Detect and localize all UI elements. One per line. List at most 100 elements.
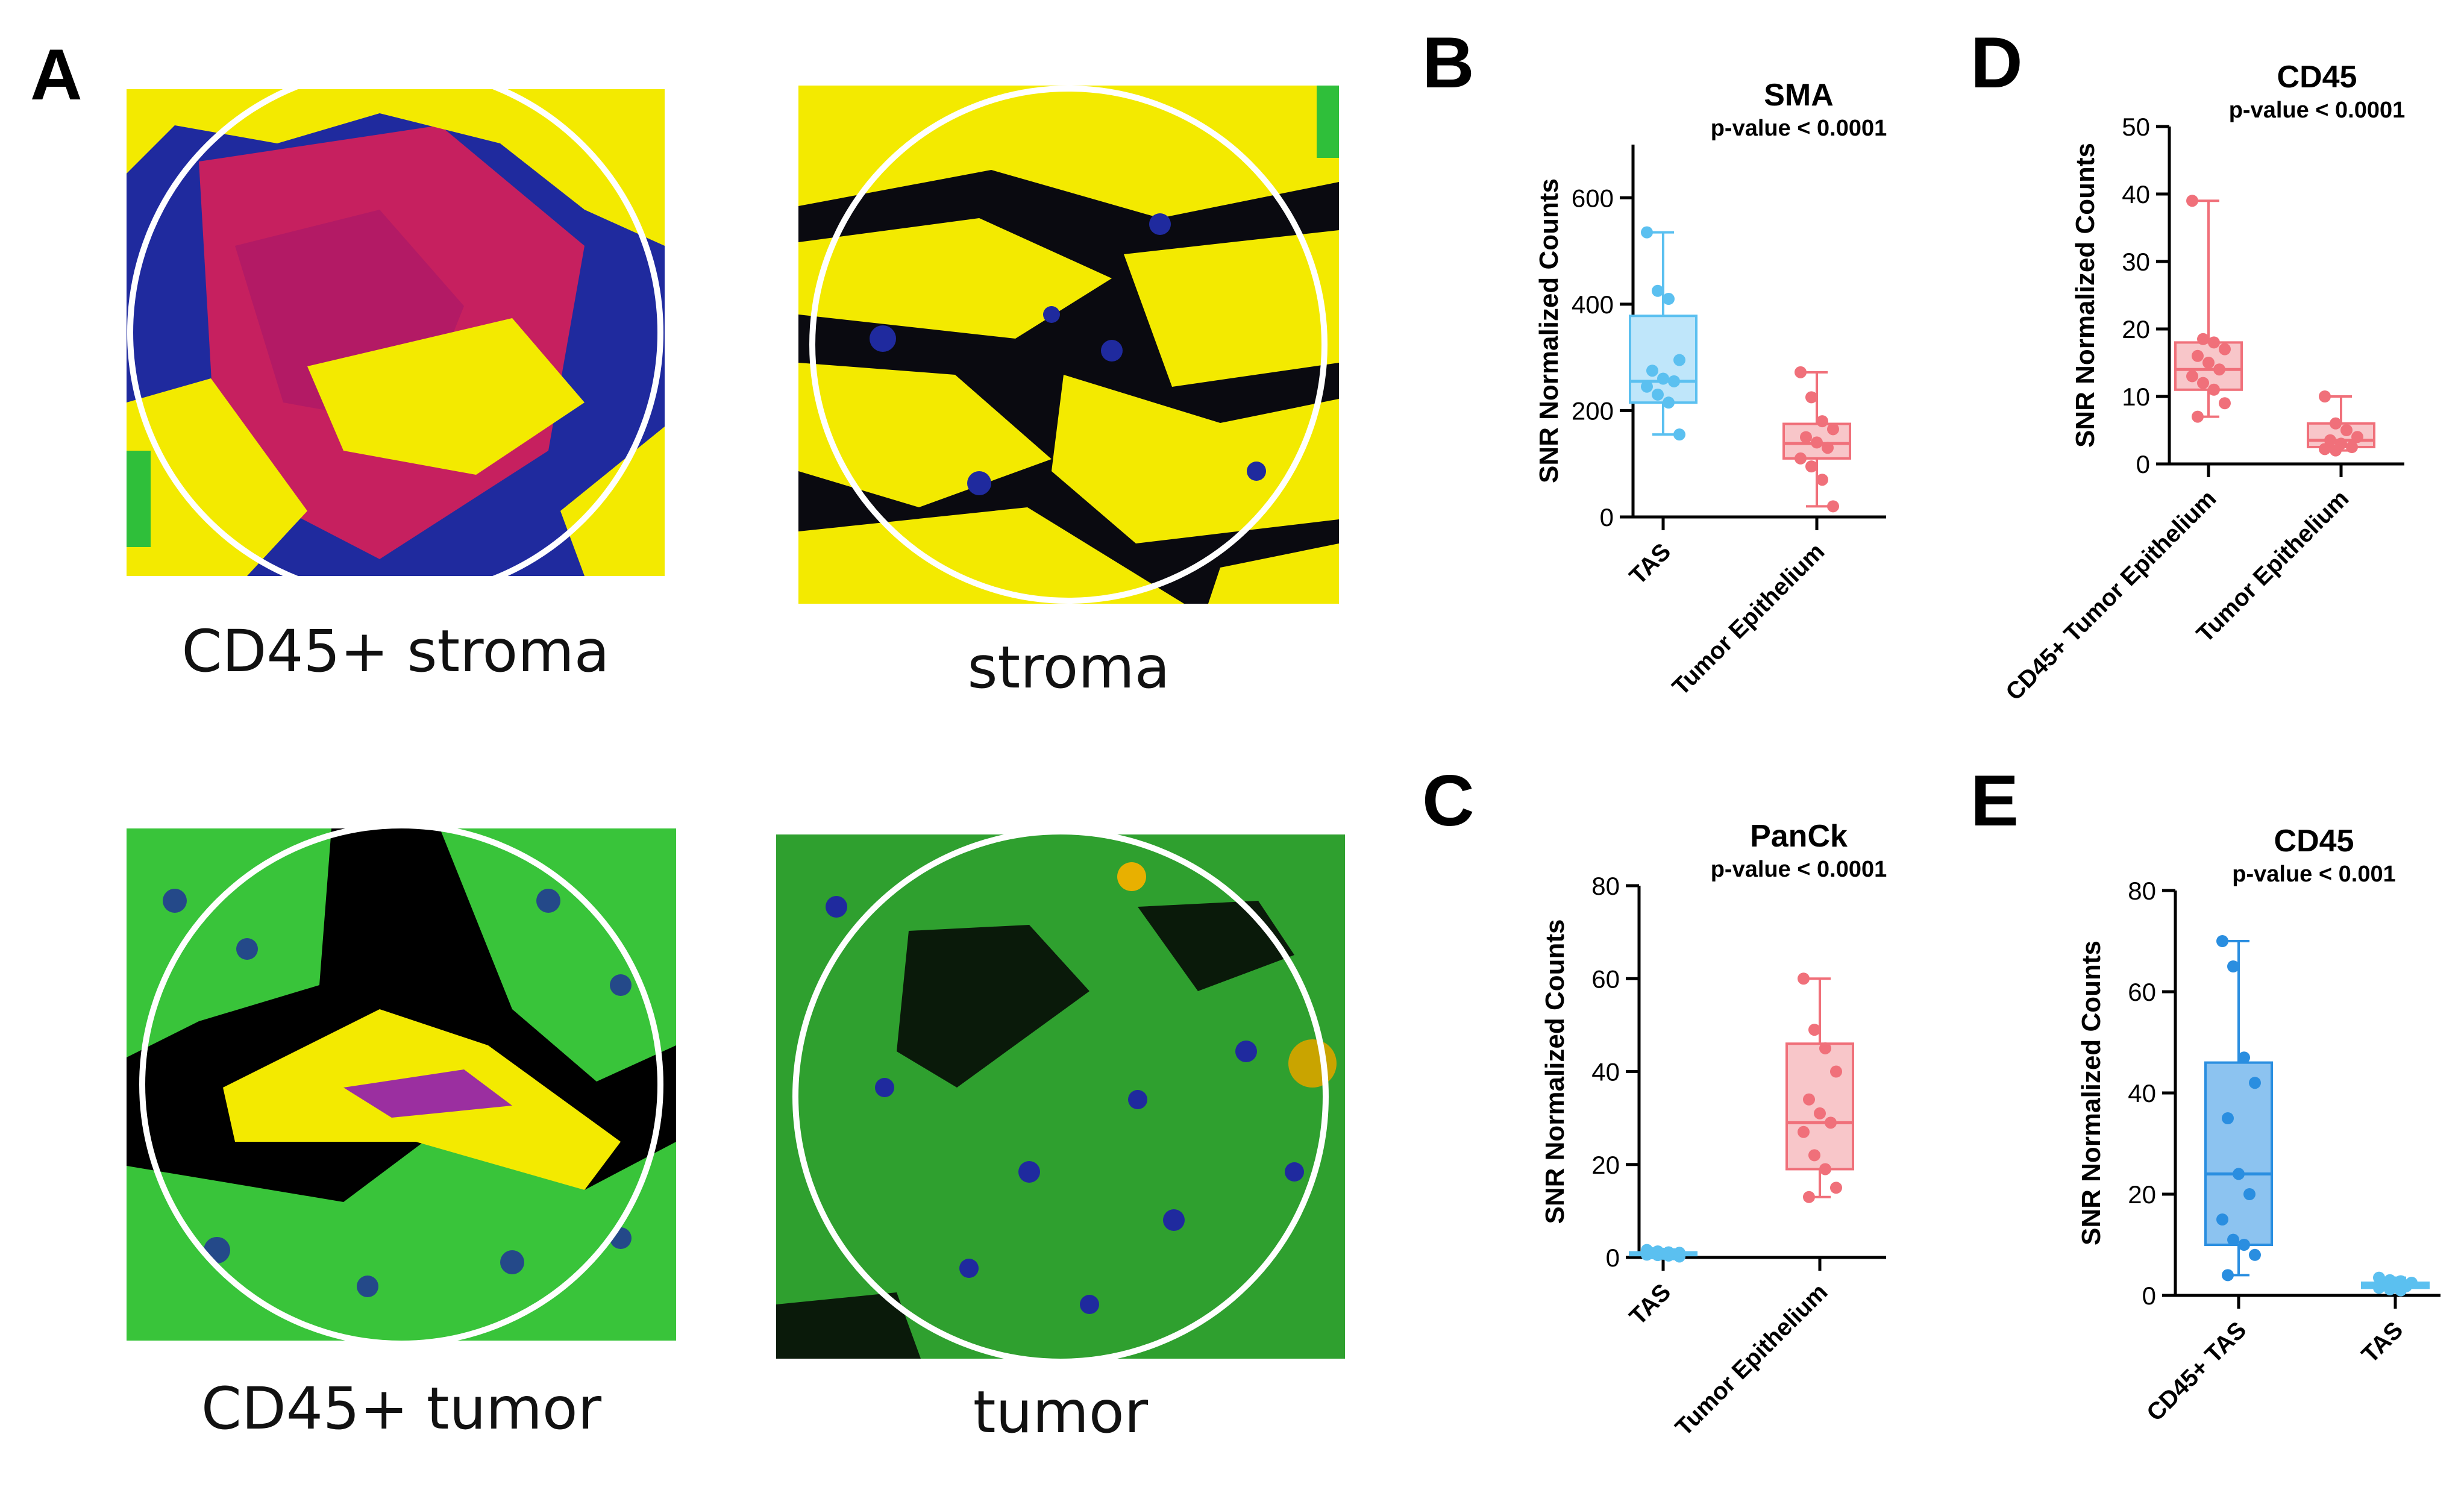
x-tick-label: CD45+ Tumor Epithelium [2001,485,2221,706]
y-tick-label: 40 [2122,180,2150,208]
data-point [1816,474,1828,486]
box-tas: TAS [1625,226,1698,590]
data-point [2351,431,2363,443]
data-point [2197,377,2209,389]
data-point [2208,336,2220,349]
y-tick-label: 10 [2122,383,2150,411]
data-point [2249,1077,2261,1089]
data-point [1814,1107,1826,1119]
y-tick-label: 20 [2122,315,2150,343]
box-iqr [1785,1042,1854,1171]
micrograph-cd45-tumor-art [127,828,676,1341]
y-tick-label: 0 [1600,503,1614,531]
data-point [1652,388,1664,401]
y-tick-label: 40 [1591,1058,1620,1086]
data-point [1668,375,1680,387]
data-point [1803,1093,1815,1106]
data-point [2395,1284,2407,1297]
chart-panel-e: E CD45 p-value < 0.001 SNR Normalized Count… [1970,760,2440,1427]
micrograph-tumor [776,834,1345,1359]
data-point [1819,1163,1831,1176]
data-point [2227,960,2239,972]
chart-subtitle: p-value < 0.0001 [1711,116,1887,141]
data-point [2186,195,2198,207]
data-point [1803,1191,1815,1203]
label-stroma: stroma [967,634,1170,701]
data-point [1663,293,1675,305]
data-point [2346,441,2358,453]
data-point [2216,935,2228,947]
data-point [2340,424,2353,436]
box-iqr [2204,1061,2273,1246]
panel-letter-d: D [1970,22,2023,103]
y-axis-label: SNR Normalized Counts [2071,143,2100,448]
data-point [1646,365,1658,377]
y-tick-label: 50 [2122,113,2150,141]
data-point [1800,431,1812,443]
y-tick-label: 0 [2142,1282,2156,1310]
y-tick-label: 40 [2128,1079,2156,1107]
y-tick-label: 20 [2128,1180,2156,1209]
data-point [1795,452,1807,465]
panel-letter-b: B [1422,22,1475,103]
data-point [2192,410,2204,423]
box-tumor-epithelium: Tumor Epithelium [1667,366,1851,701]
chart-panel-b: B SMA p-value < 0.0001 SNR Normalized Count… [1422,22,1887,701]
data-point [1822,442,1834,454]
data-point [2373,1282,2385,1294]
label-cd45-stroma: CD45+ stroma [181,618,610,685]
chart-subtitle: p-value < 0.0001 [2229,98,2406,123]
data-point [1673,1250,1685,1263]
data-point [1673,428,1685,441]
data-point [1652,1249,1664,1262]
panel-letter-e: E [1970,760,2019,841]
y-tick-label: 0 [2136,450,2150,478]
data-point [2319,390,2331,402]
data-point [2384,1283,2396,1295]
data-point [2243,1188,2256,1200]
data-point [2319,443,2331,455]
data-point [1808,1149,1820,1162]
x-tick-label: TAS [1625,1279,1676,1330]
data-point [1808,1024,1820,1036]
data-point [2238,1239,2250,1251]
data-point [1663,396,1675,409]
data-point [2202,357,2215,369]
data-point [1811,436,1823,449]
panel-letter-a: A [30,34,83,115]
data-point [1830,1065,1842,1078]
data-point [1798,972,1810,985]
micrograph-cd45-tumor [127,828,676,1341]
data-point [2216,1213,2228,1226]
data-point [1805,460,1817,473]
data-point [1827,423,1839,436]
data-point [2197,333,2209,345]
data-point [1798,1125,1810,1138]
y-tick-label: 0 [1606,1244,1620,1272]
micrograph-cd45-stroma-art [127,89,665,576]
chart-panel-c: C PanCk p-value < 0.0001 SNR Normalized Cou… [1422,760,1887,1441]
chart-title: SMA [1764,78,1834,113]
y-tick-label: 80 [1591,872,1620,900]
data-point [1641,1248,1653,1261]
box-tas: TAS [2357,1271,2430,1368]
data-point [1816,415,1828,428]
label-tumor: tumor [973,1379,1149,1446]
data-point [1827,500,1839,513]
data-point [1641,226,1653,239]
data-point [1795,366,1807,378]
y-axis-label: SNR Normalized Counts [2077,941,2106,1245]
y-tick-label: 60 [1591,965,1620,993]
data-point [2213,363,2225,376]
data-point [2233,1168,2245,1180]
micrograph-stroma [798,86,1339,604]
chart-panel-d: D CD45 p-value < 0.0001 SNR Normalized Coun… [1970,22,2405,706]
data-point [1673,354,1685,366]
data-point [1657,372,1669,385]
y-axis-label: SNR Normalized Counts [1534,178,1564,483]
x-tick-label: Tumor Epithelium [1667,538,1829,700]
data-point [2227,1233,2239,1246]
box-tumor-epithelium: Tumor Epithelium [1670,972,1854,1441]
